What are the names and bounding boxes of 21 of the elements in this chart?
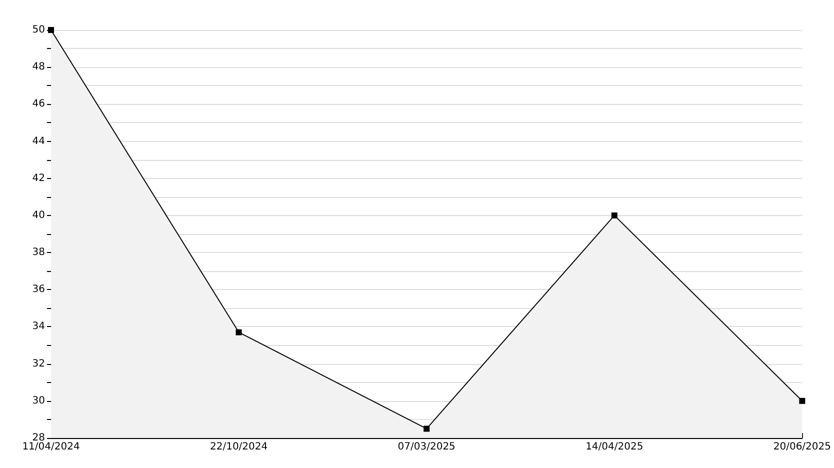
y-tick-label: 40 (32, 210, 45, 221)
point (236, 329, 242, 336)
x-tick-label: 11/04/2024 (22, 442, 80, 452)
point (611, 212, 618, 218)
point (424, 426, 430, 432)
y-tick-label: 44 (32, 136, 45, 147)
y-tick-label: 36 (32, 284, 45, 296)
x-tick-label: 22/10/2024 (210, 442, 268, 452)
y-tick-label: 30 (32, 395, 45, 406)
y-tick-label: 38 (32, 247, 45, 258)
y-tick-label: 34 (32, 321, 45, 332)
y-tick-label: 46 (32, 98, 45, 110)
y-tick-label: 32 (32, 358, 45, 370)
x-tick-label: 14/04/2025 (586, 442, 644, 452)
y-tick-label: 50 (32, 24, 45, 36)
x-tick-label: 07/03/2025 (398, 442, 456, 452)
y-tick-label: 28 (32, 432, 45, 444)
x-tick-label: 20/06/2025 (773, 442, 831, 452)
y-tick-label: 48 (32, 62, 45, 73)
y-tick-label: 42 (32, 172, 45, 184)
point (799, 398, 806, 404)
